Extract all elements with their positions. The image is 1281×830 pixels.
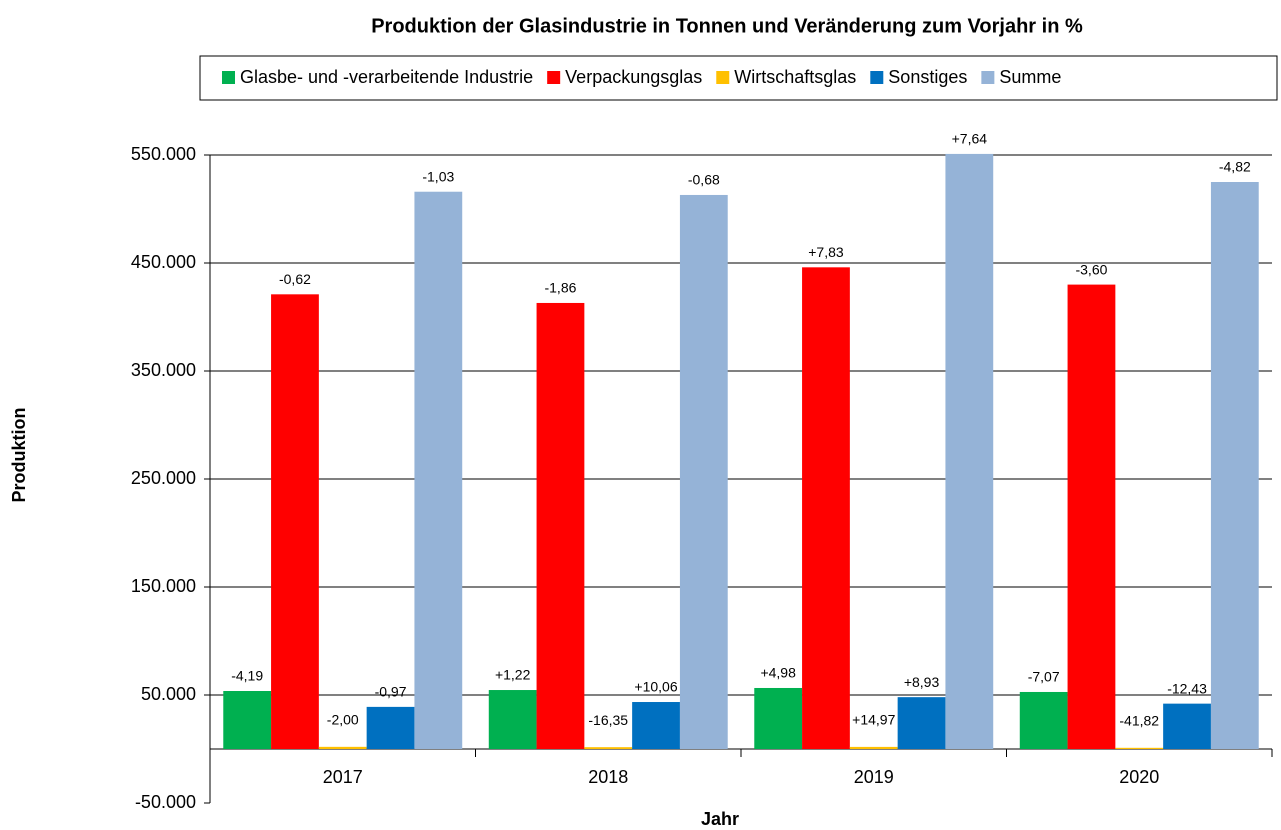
bar [223, 691, 272, 749]
bar [1210, 182, 1259, 749]
bar [897, 697, 946, 749]
bar [802, 267, 850, 749]
bar [318, 746, 367, 749]
change-label: +4,98 [760, 665, 796, 681]
change-label: -7,07 [1028, 669, 1060, 685]
y-tick-label: 250.000 [131, 468, 196, 488]
bar [584, 747, 633, 749]
bar [1019, 691, 1068, 749]
legend-label: Summe [999, 67, 1061, 87]
change-label: -0,68 [688, 172, 720, 188]
chart-title: Produktion der Glasindustrie in Tonnen u… [371, 15, 1083, 37]
legend-swatch [716, 71, 730, 84]
legend-box [199, 55, 1278, 101]
bar [1115, 747, 1164, 749]
y-tick-label: 350.000 [131, 360, 196, 380]
change-label: +8,93 [904, 674, 940, 690]
y-tick-label: -50.000 [135, 792, 196, 812]
x-tick-label: 2020 [1119, 767, 1159, 787]
change-label: -0,97 [375, 684, 407, 700]
bar [679, 194, 728, 749]
y-tick-label: 150.000 [131, 576, 196, 596]
y-tick-label: 550.000 [131, 144, 196, 164]
legend-label: Verpackungsglas [565, 67, 702, 87]
change-label: -1,03 [422, 168, 454, 184]
legend-label: Sonstiges [888, 67, 967, 87]
bar [1163, 703, 1211, 749]
change-label: -0,62 [279, 271, 311, 287]
change-label: +7,83 [808, 244, 844, 260]
change-label: +10,06 [634, 679, 677, 695]
change-label: -4,82 [1219, 159, 1251, 175]
y-axis-label: Produktion [9, 408, 29, 503]
bar [754, 687, 803, 749]
legend-label: Glasbe- und -verarbeitende Industrie [240, 67, 533, 87]
x-tick-label: 2017 [323, 767, 363, 787]
bar [414, 191, 463, 750]
bar [1067, 284, 1116, 749]
change-label: -12,43 [1167, 680, 1207, 696]
change-label: -41,82 [1119, 713, 1159, 729]
legend-swatch [870, 71, 884, 84]
change-label: -3,60 [1075, 261, 1107, 277]
y-tick-label: 50.000 [141, 684, 196, 704]
legend-swatch [547, 71, 561, 84]
change-label: +14,97 [852, 712, 895, 728]
x-tick-label: 2019 [854, 767, 894, 787]
bar [945, 153, 994, 750]
legend-swatch [222, 71, 235, 84]
bar [632, 702, 680, 749]
legend-swatch [981, 71, 995, 84]
bar [366, 706, 415, 749]
bar [488, 690, 537, 749]
bar [271, 294, 319, 749]
bar [849, 746, 898, 749]
bar [536, 302, 585, 749]
change-label: -4,19 [231, 668, 263, 684]
y-tick-label: 450.000 [131, 252, 196, 272]
change-label: +1,22 [495, 667, 531, 683]
x-axis-label: Jahr [701, 809, 739, 829]
change-label: -1,86 [544, 280, 576, 296]
change-label: +7,64 [952, 131, 988, 147]
change-label: -2,00 [327, 712, 359, 728]
change-label: -16,35 [588, 712, 628, 728]
x-tick-label: 2018 [588, 767, 628, 787]
legend-label: Wirtschaftsglas [734, 67, 856, 87]
